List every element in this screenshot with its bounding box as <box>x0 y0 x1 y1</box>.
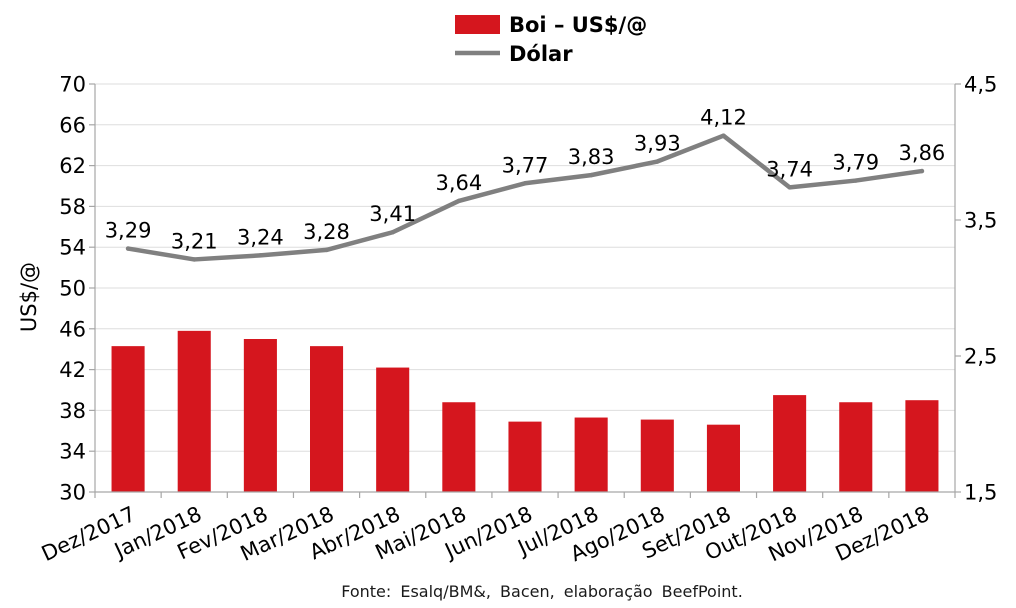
data-label-dolar: 3,41 <box>369 202 416 226</box>
y-tick-label: 58 <box>59 195 86 219</box>
legend-swatch-boi <box>455 15 500 34</box>
bar-boi <box>773 395 807 492</box>
y-axis-title: US$/@ <box>17 262 41 332</box>
source-note: Fonte: Esalq/BM&, Bacen, elaboração Beef… <box>341 582 743 601</box>
data-label-dolar: 3,77 <box>502 153 549 177</box>
data-label-dolar: 4,12 <box>700 106 747 130</box>
data-label-dolar: 3,74 <box>766 157 813 181</box>
y2-tick-label: 2,5 <box>964 345 997 369</box>
point-dolar <box>192 257 197 262</box>
bar-boi <box>905 400 939 492</box>
y-tick-label: 42 <box>59 358 86 382</box>
bar-boi <box>706 424 740 492</box>
y-tick-label: 46 <box>59 317 86 341</box>
point-dolar <box>125 246 131 251</box>
plot-area: 30 34 38 42 46 50 54 58 62 66 70Dez/2017Jan/2018Fe… <box>38 73 998 567</box>
y-tick-label: 50 <box>59 277 86 301</box>
bar-boi <box>574 417 608 492</box>
bar-boi <box>177 330 211 492</box>
y-tick-label: 54 <box>59 236 86 260</box>
bar-boi <box>640 419 674 492</box>
data-label-dolar: 3,21 <box>171 229 218 253</box>
y-tick-label: 38 <box>59 399 86 423</box>
point-dolar <box>522 181 528 186</box>
axes: Dez/2017Jan/2018Fev/2018Mar/2018Abr/2018… <box>38 84 956 566</box>
y-tick-label: 66 <box>59 113 86 137</box>
data-labels-dolar: 3,29 3,21 3,24 3,28 3,41 3,64 3,77 3,83 3,93 4,12… <box>105 106 946 254</box>
bar-boi <box>839 402 873 492</box>
data-label-dolar: 3,86 <box>899 141 946 165</box>
point-dolar <box>258 253 263 258</box>
gridlines <box>95 83 955 452</box>
y2-tick-label: 4,5 <box>964 73 997 97</box>
y-tick-label: 62 <box>59 154 86 178</box>
y2-tick-label: 3,5 <box>964 209 997 233</box>
point-dolar <box>787 185 792 190</box>
bar-boi <box>376 367 410 492</box>
point-dolar <box>456 198 462 204</box>
series-dolar <box>125 133 925 262</box>
y-axis-right-ticks: 1,5 2,5 3,5 4,5 <box>955 73 997 505</box>
point-dolar <box>390 230 395 235</box>
y-axis-left-ticks: 30 34 38 42 46 50 54 58 62 66 70 <box>59 73 95 505</box>
legend-label-dolar: Dólar <box>509 42 573 66</box>
data-label-dolar: 3,29 <box>105 219 152 243</box>
data-label-dolar: 3,28 <box>303 220 350 244</box>
y2-tick-label: 1,5 <box>964 481 997 505</box>
legend-label-boi: Boi – US$/@ <box>509 13 647 37</box>
bar-boi <box>442 402 476 492</box>
point-dolar <box>324 247 329 253</box>
bar-boi <box>310 346 344 492</box>
bar-boi <box>508 421 542 492</box>
legend: Boi – US$/@ Dólar <box>455 13 647 66</box>
data-label-dolar: 3,93 <box>634 132 681 156</box>
point-dolar <box>655 159 660 164</box>
point-dolar <box>588 172 594 178</box>
point-dolar <box>853 178 858 183</box>
series-boi <box>111 330 939 492</box>
y-tick-label: 70 <box>59 73 86 97</box>
point-dolar <box>919 168 925 174</box>
data-label-dolar: 3,79 <box>832 151 879 175</box>
y-tick-label: 34 <box>59 440 86 464</box>
bar-boi <box>111 346 145 492</box>
bar-boi <box>243 339 277 492</box>
point-dolar <box>721 133 726 138</box>
y-tick-label: 30 <box>59 481 86 505</box>
data-label-dolar: 3,64 <box>435 171 482 195</box>
data-label-dolar: 3,24 <box>237 225 284 249</box>
data-label-dolar: 3,83 <box>568 145 615 169</box>
